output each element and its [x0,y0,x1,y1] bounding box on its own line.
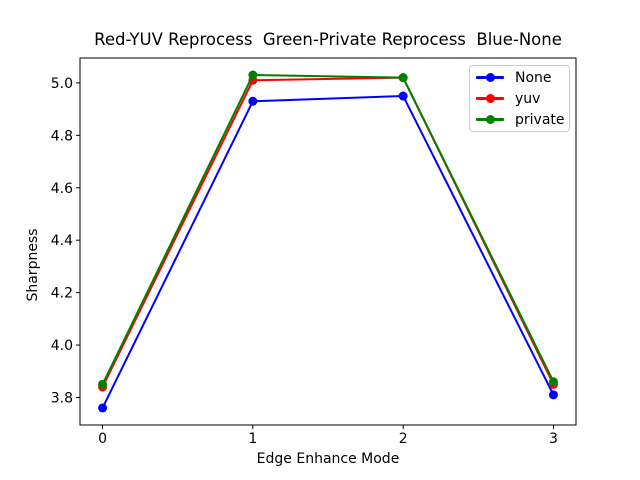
legend-line-sample-private [476,115,504,124]
y-tick-label: 5.0 [51,76,73,92]
data-point-marker [398,73,408,83]
y-tick-label: 4.4 [51,233,73,249]
x-tick-label: 1 [248,431,257,447]
x-axis-label: Edge Enhance Mode [256,451,400,467]
legend-entry-private: private [476,109,565,130]
x-tick-label: 0 [98,431,107,447]
data-point-marker [98,403,108,413]
series-line-none [101,94,555,409]
y-tick-label: 4.2 [51,286,73,302]
legend-line-sample-yuv [476,94,504,103]
legend-line-sample-none [476,73,504,82]
legend-entry-none: None [476,67,563,88]
legend-label-yuv: yuv [515,90,541,107]
data-point-marker [398,91,408,101]
y-tick-label: 4.0 [51,338,73,354]
axes-spines [79,57,577,426]
x-tick-label: 3 [549,431,558,447]
y-tick-label: 4.8 [51,128,73,144]
data-point-marker [548,390,558,400]
y-tick-label: 4.6 [51,181,73,197]
legend-label-private: private [515,111,565,128]
legend-marker-icon [485,115,495,124]
y-axis-label: Sharpness [25,228,41,302]
legend-marker-icon [485,73,495,82]
legend-entry-yuv: yuv [476,88,563,109]
x-tick-label: 2 [399,431,408,447]
legend-marker-icon [485,94,495,103]
series-line-private [101,74,555,385]
legend: None yuv private [469,65,570,132]
y-tick-label: 3.8 [51,390,73,406]
data-point-marker [248,70,258,80]
legend-label-none: None [515,69,552,86]
data-point-marker [548,377,558,387]
data-point-marker [248,96,258,106]
chart-title: Red-YUV Reprocess Green-Private Reproces… [94,30,562,49]
data-point-marker [98,379,108,389]
